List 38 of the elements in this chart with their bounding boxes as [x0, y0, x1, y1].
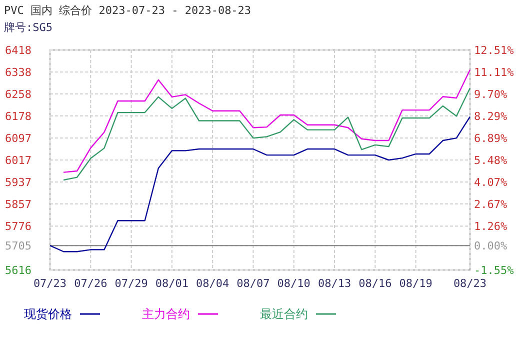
- y-tick-label: 6258: [5, 88, 32, 101]
- x-tick-label: 08/01: [155, 277, 188, 290]
- y-tick-label: 5705: [5, 240, 32, 253]
- x-tick-label: 08/04: [196, 277, 230, 290]
- x-tick-label: 08/13: [318, 277, 352, 290]
- legend-label: 主力合约: [142, 307, 190, 321]
- title: PVC 国内 综合价 2023-07-23 - 2023-08-23: [4, 4, 252, 17]
- x-tick-label: 07/26: [74, 277, 108, 290]
- y2-tick-label: 2.67%: [474, 198, 508, 211]
- y2-tick-label: 12.51%: [474, 44, 514, 57]
- y2-tick-label: -1.55%: [474, 264, 514, 277]
- x-tick-label: 07/23: [33, 277, 67, 290]
- y-tick-label: 6338: [5, 66, 32, 79]
- y2-tick-label: 8.29%: [474, 110, 508, 124]
- y2-tick-label: 11.11%: [474, 66, 514, 79]
- y-tick-label: 5857: [5, 198, 32, 211]
- y-tick-label: 6097: [5, 132, 32, 146]
- y2-tick-label: 0.00%: [474, 240, 508, 253]
- x-tick-label: 07/29: [114, 277, 148, 290]
- x-tick-label: 08/23: [453, 277, 487, 290]
- legend-label: 现货价格: [24, 307, 72, 321]
- legend-label: 最近合约: [260, 307, 308, 321]
- y-tick-label: 6178: [5, 110, 32, 123]
- y-tick-label: 5616: [5, 264, 32, 277]
- x-tick-label: 08/07: [236, 277, 270, 290]
- subtitle: 牌号:SG5: [4, 21, 52, 34]
- y-tick-label: 5776: [5, 220, 32, 234]
- y2-tick-label: 6.89%: [474, 132, 508, 145]
- x-tick-label: 08/10: [277, 277, 310, 290]
- x-tick-label: 08/16: [358, 277, 392, 290]
- y-tick-label: 6017: [5, 154, 32, 167]
- y-tick-label: 6418: [5, 44, 32, 57]
- y2-tick-label: 5.48%: [474, 154, 508, 167]
- y2-tick-label: 1.26%: [474, 220, 508, 234]
- y2-tick-label: 9.70%: [474, 88, 508, 101]
- y-tick-label: 5937: [5, 176, 32, 189]
- x-tick-label: 08/19: [399, 277, 432, 290]
- y2-tick-label: 4.07%: [474, 176, 508, 190]
